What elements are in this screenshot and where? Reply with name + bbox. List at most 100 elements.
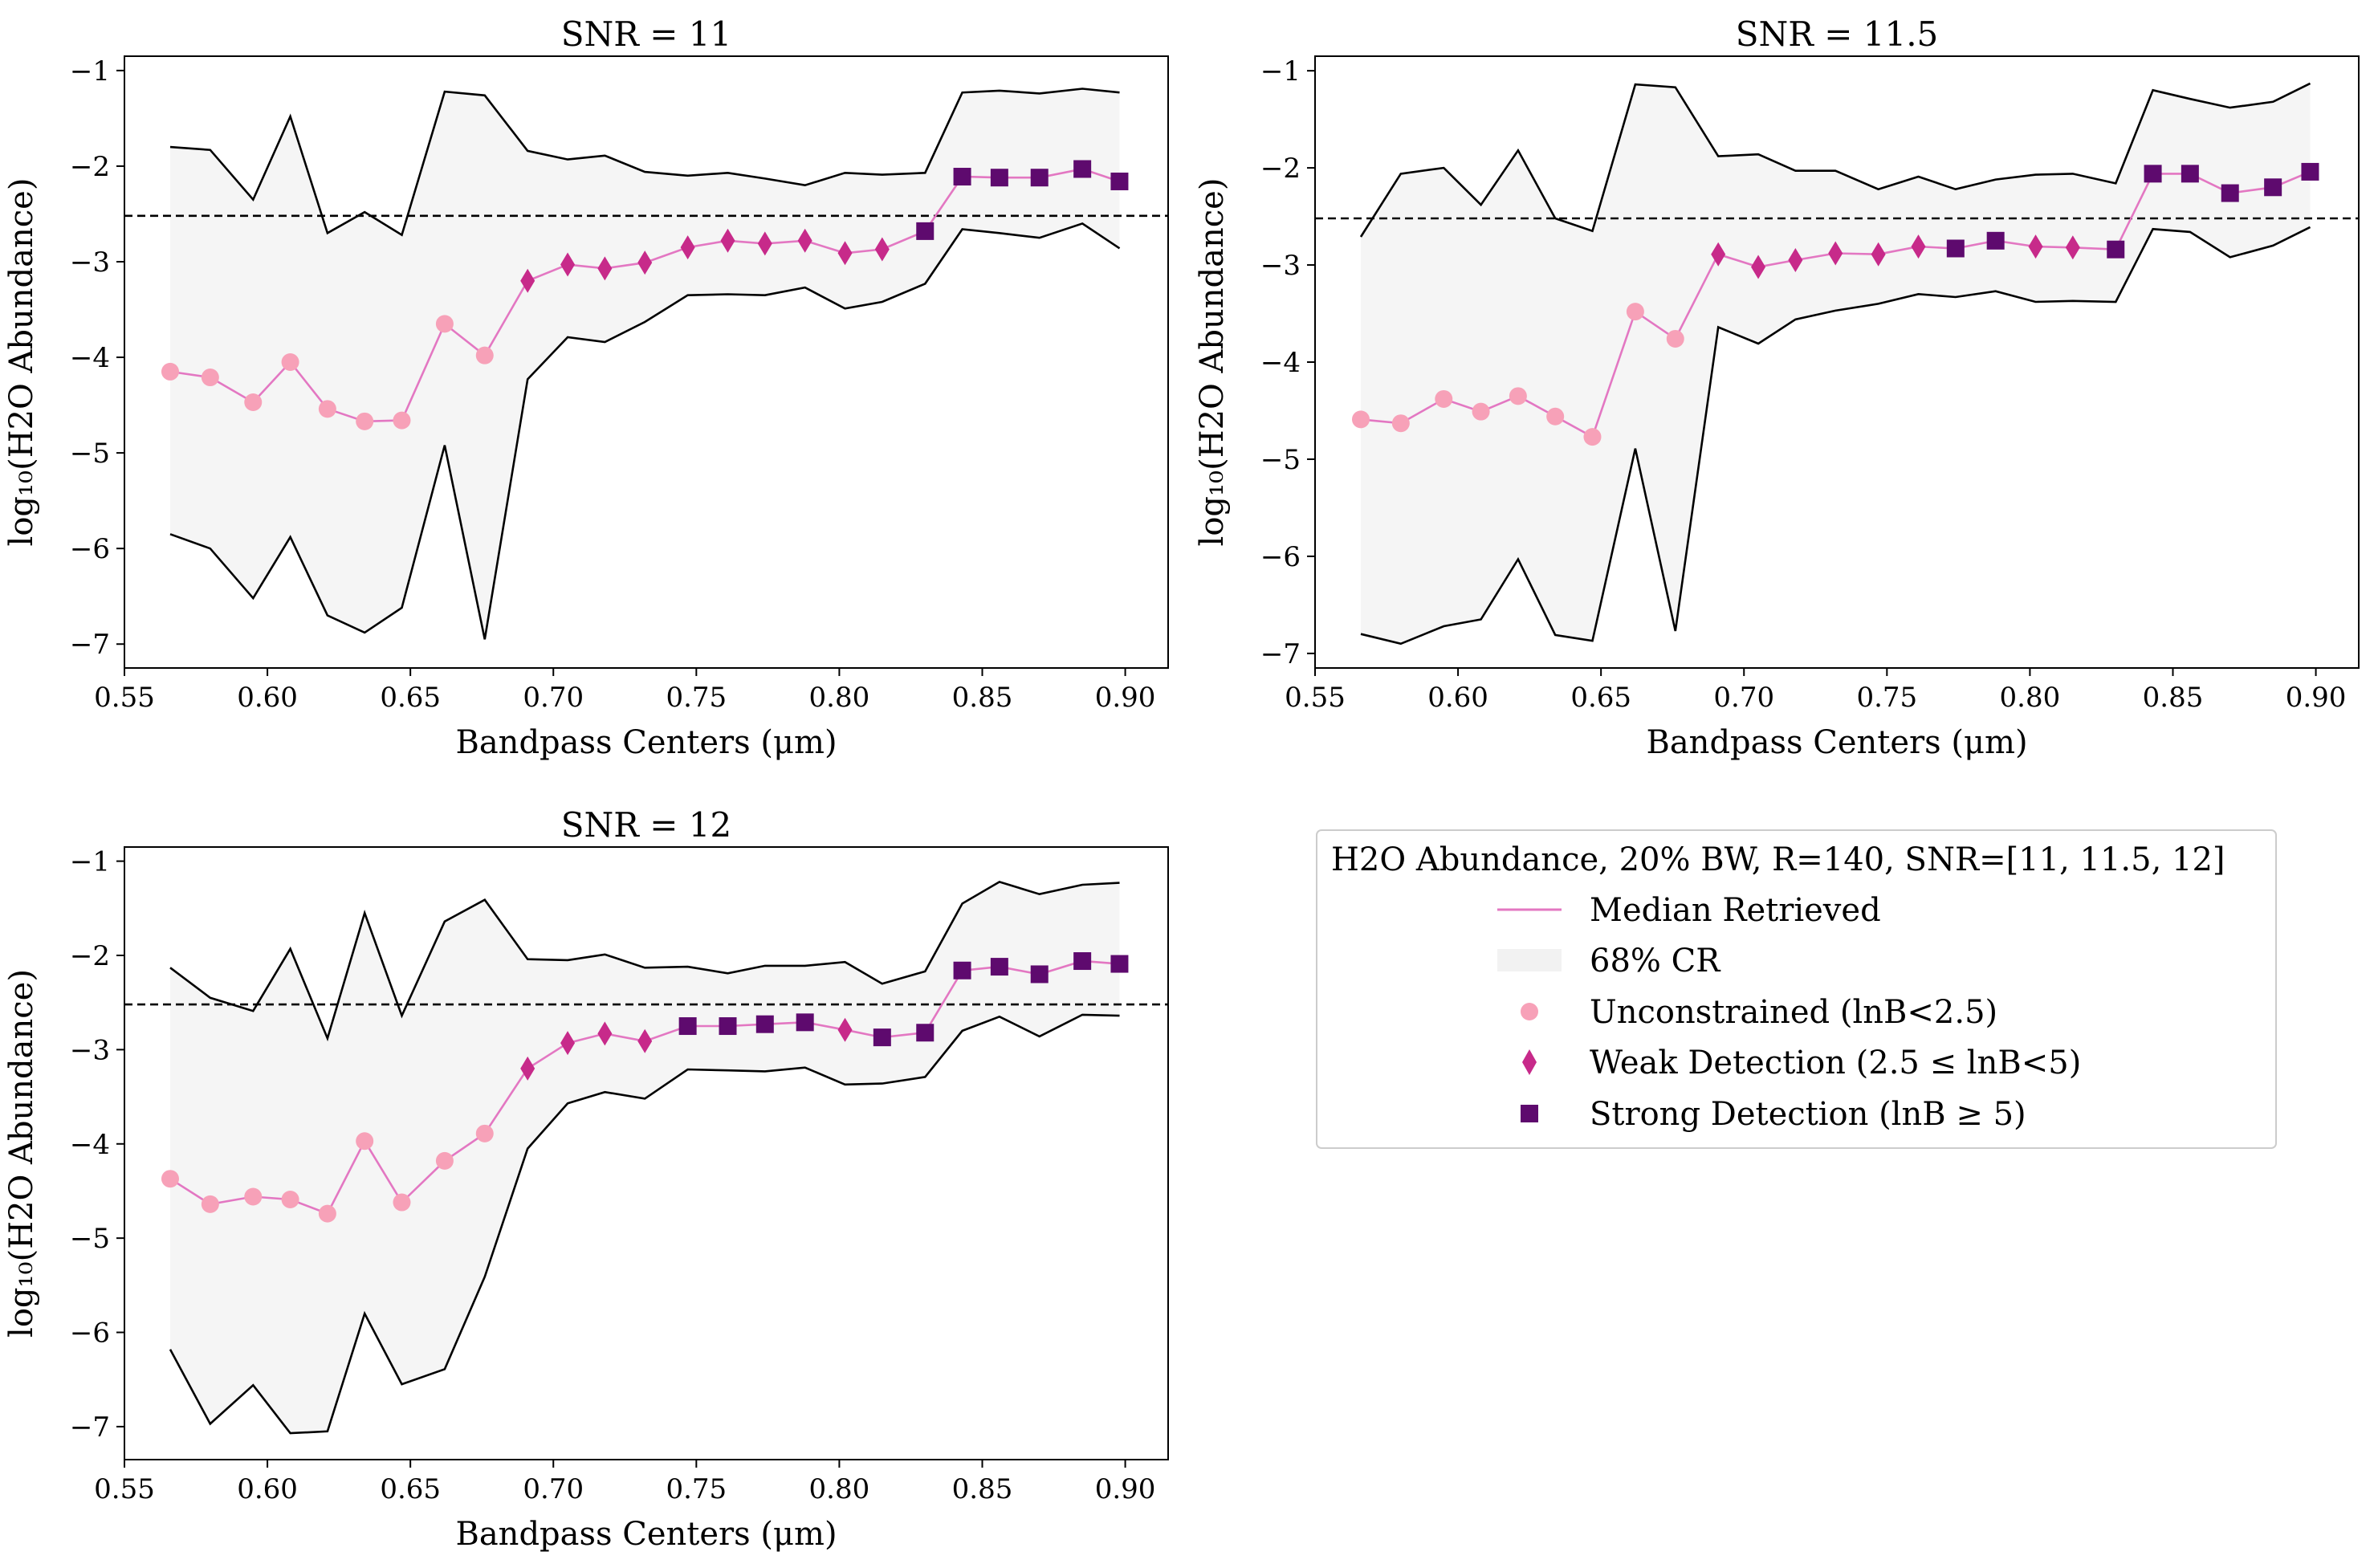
marker-weak (837, 1017, 853, 1042)
x-axis-label: Bandpass Centers (μm) (455, 1516, 837, 1553)
y-tick-label: −6 (70, 533, 110, 565)
x-tick-label: 0.55 (1285, 682, 1346, 714)
y-tick-label: −2 (70, 940, 110, 972)
y-axis-label: log₁₀(H2O Abundance) (3, 178, 40, 547)
marker-unconstrained (318, 400, 336, 418)
marker-strong (719, 1017, 737, 1036)
chart-title: SNR = 11.5 (1736, 14, 1939, 54)
x-tick-label: 0.90 (1095, 682, 1156, 714)
marker-strong (2301, 162, 2319, 181)
marker-weak (757, 231, 772, 256)
marker-unconstrained (201, 1195, 219, 1213)
legend-item-cr: 68% CR (1590, 943, 1721, 979)
legend-title: H2O Abundance, 20% BW, R=140, SNR=[11, 1… (1331, 841, 2225, 878)
marker-unconstrained (1626, 303, 1644, 321)
x-tick-label: 0.75 (666, 682, 727, 714)
lower-bound-line (169, 222, 1121, 640)
marker-unconstrained (475, 1124, 494, 1142)
y-tick-label: −3 (70, 1034, 110, 1066)
x-tick-label: 0.85 (2143, 682, 2204, 714)
marker-weak (1711, 242, 1726, 267)
marker-weak (1788, 248, 1803, 272)
x-tick-label: 0.85 (952, 1473, 1013, 1505)
credible-region-fill (170, 88, 1120, 640)
chart-title: SNR = 12 (561, 805, 731, 845)
marker-strong (1030, 965, 1049, 984)
marker-weak (874, 237, 890, 262)
legend-square-marker (1521, 1105, 1538, 1122)
panel-snr-12: 0.55 0.60 0.65 0.70 0.75 0.80 0.85 0.90 −7 −6 −5 −4… (3, 805, 1169, 1553)
panel-snr-11: 0.55 0.60 0.65 0.70 0.75 0.80 0.85 0.90 −7 −6 −5 −4… (3, 14, 1169, 761)
marker-strong (990, 958, 1008, 976)
marker-strong (1073, 160, 1092, 178)
marker-unconstrained (201, 369, 219, 387)
chart-title: SNR = 11 (561, 14, 731, 54)
x-tick-label: 0.75 (1856, 682, 1917, 714)
marker-weak (1871, 242, 1886, 267)
marker-strong (1110, 955, 1129, 973)
marker-strong (2181, 165, 2199, 183)
y-tick-label: −4 (70, 1129, 110, 1161)
x-tick-label: 0.65 (1570, 682, 1631, 714)
marker-strong (916, 222, 935, 240)
marker-strong (678, 1017, 697, 1036)
marker-strong (2221, 184, 2239, 202)
x-tick-label: 0.80 (2000, 682, 2061, 714)
legend-item-median: Median Retrieved (1590, 892, 1881, 929)
x-tick-label: 0.80 (809, 1473, 870, 1505)
marker-unconstrained (356, 1132, 374, 1151)
marker-weak (637, 1028, 653, 1053)
marker-strong (2264, 178, 2282, 197)
marker-unconstrained (244, 393, 263, 412)
y-axis-label: log₁₀(H2O Abundance) (3, 969, 40, 1338)
marker-weak (2065, 235, 2080, 260)
legend: H2O Abundance, 20% BW, R=140, SNR=[11, 1… (1316, 829, 2277, 1149)
marker-weak (797, 228, 812, 253)
marker-unconstrained (318, 1204, 336, 1223)
x-tick-label: 0.75 (666, 1473, 727, 1505)
legend-item-unconstrained: Unconstrained (lnB<2.5) (1590, 994, 1997, 1031)
x-tick-label: 0.70 (523, 682, 584, 714)
marker-weak (520, 1056, 535, 1081)
marker-weak (597, 1021, 613, 1046)
marker-unconstrained (393, 411, 411, 430)
marker-unconstrained (1546, 407, 1565, 426)
y-tick-label: −1 (70, 846, 110, 878)
y-tick-label: −6 (70, 1318, 110, 1350)
marker-strong (916, 1024, 935, 1042)
marker-unconstrained (161, 362, 179, 381)
y-tick-label: −7 (70, 629, 110, 661)
legend-diamond-marker (1522, 1049, 1537, 1075)
marker-weak (837, 241, 853, 266)
y-tick-label: −5 (70, 1223, 110, 1255)
legend-item-weak: Weak Detection (2.5 ≤ lnB<5) (1590, 1045, 2081, 1081)
marker-weak (1828, 241, 1843, 266)
marker-strong (2107, 240, 2125, 259)
marker-strong (1110, 172, 1129, 190)
marker-strong (990, 169, 1008, 187)
y-tick-label: −5 (1260, 444, 1301, 476)
marker-unconstrained (281, 1191, 299, 1209)
marker-weak (1911, 234, 1926, 259)
marker-strong (1030, 169, 1049, 187)
marker-unconstrained (1666, 329, 1684, 348)
marker-strong (1073, 952, 1092, 971)
x-axis-label: Bandpass Centers (μm) (455, 724, 837, 761)
marker-weak (597, 256, 613, 281)
y-tick-label: −1 (70, 55, 110, 88)
x-tick-label: 0.90 (2286, 682, 2347, 714)
marker-weak (720, 228, 735, 253)
marker-unconstrained (1435, 389, 1453, 408)
y-tick-label: −4 (1260, 347, 1301, 379)
marker-weak (560, 1031, 576, 1056)
marker-unconstrained (1351, 410, 1370, 429)
y-tick-label: −1 (1260, 55, 1301, 88)
legend-fill-swatch (1497, 949, 1562, 971)
y-tick-label: −3 (70, 246, 110, 279)
marker-unconstrained (161, 1170, 179, 1188)
y-tick-label: −5 (70, 438, 110, 470)
x-tick-label: 0.80 (809, 682, 870, 714)
x-tick-label: 0.65 (380, 682, 441, 714)
marker-weak (520, 268, 535, 293)
